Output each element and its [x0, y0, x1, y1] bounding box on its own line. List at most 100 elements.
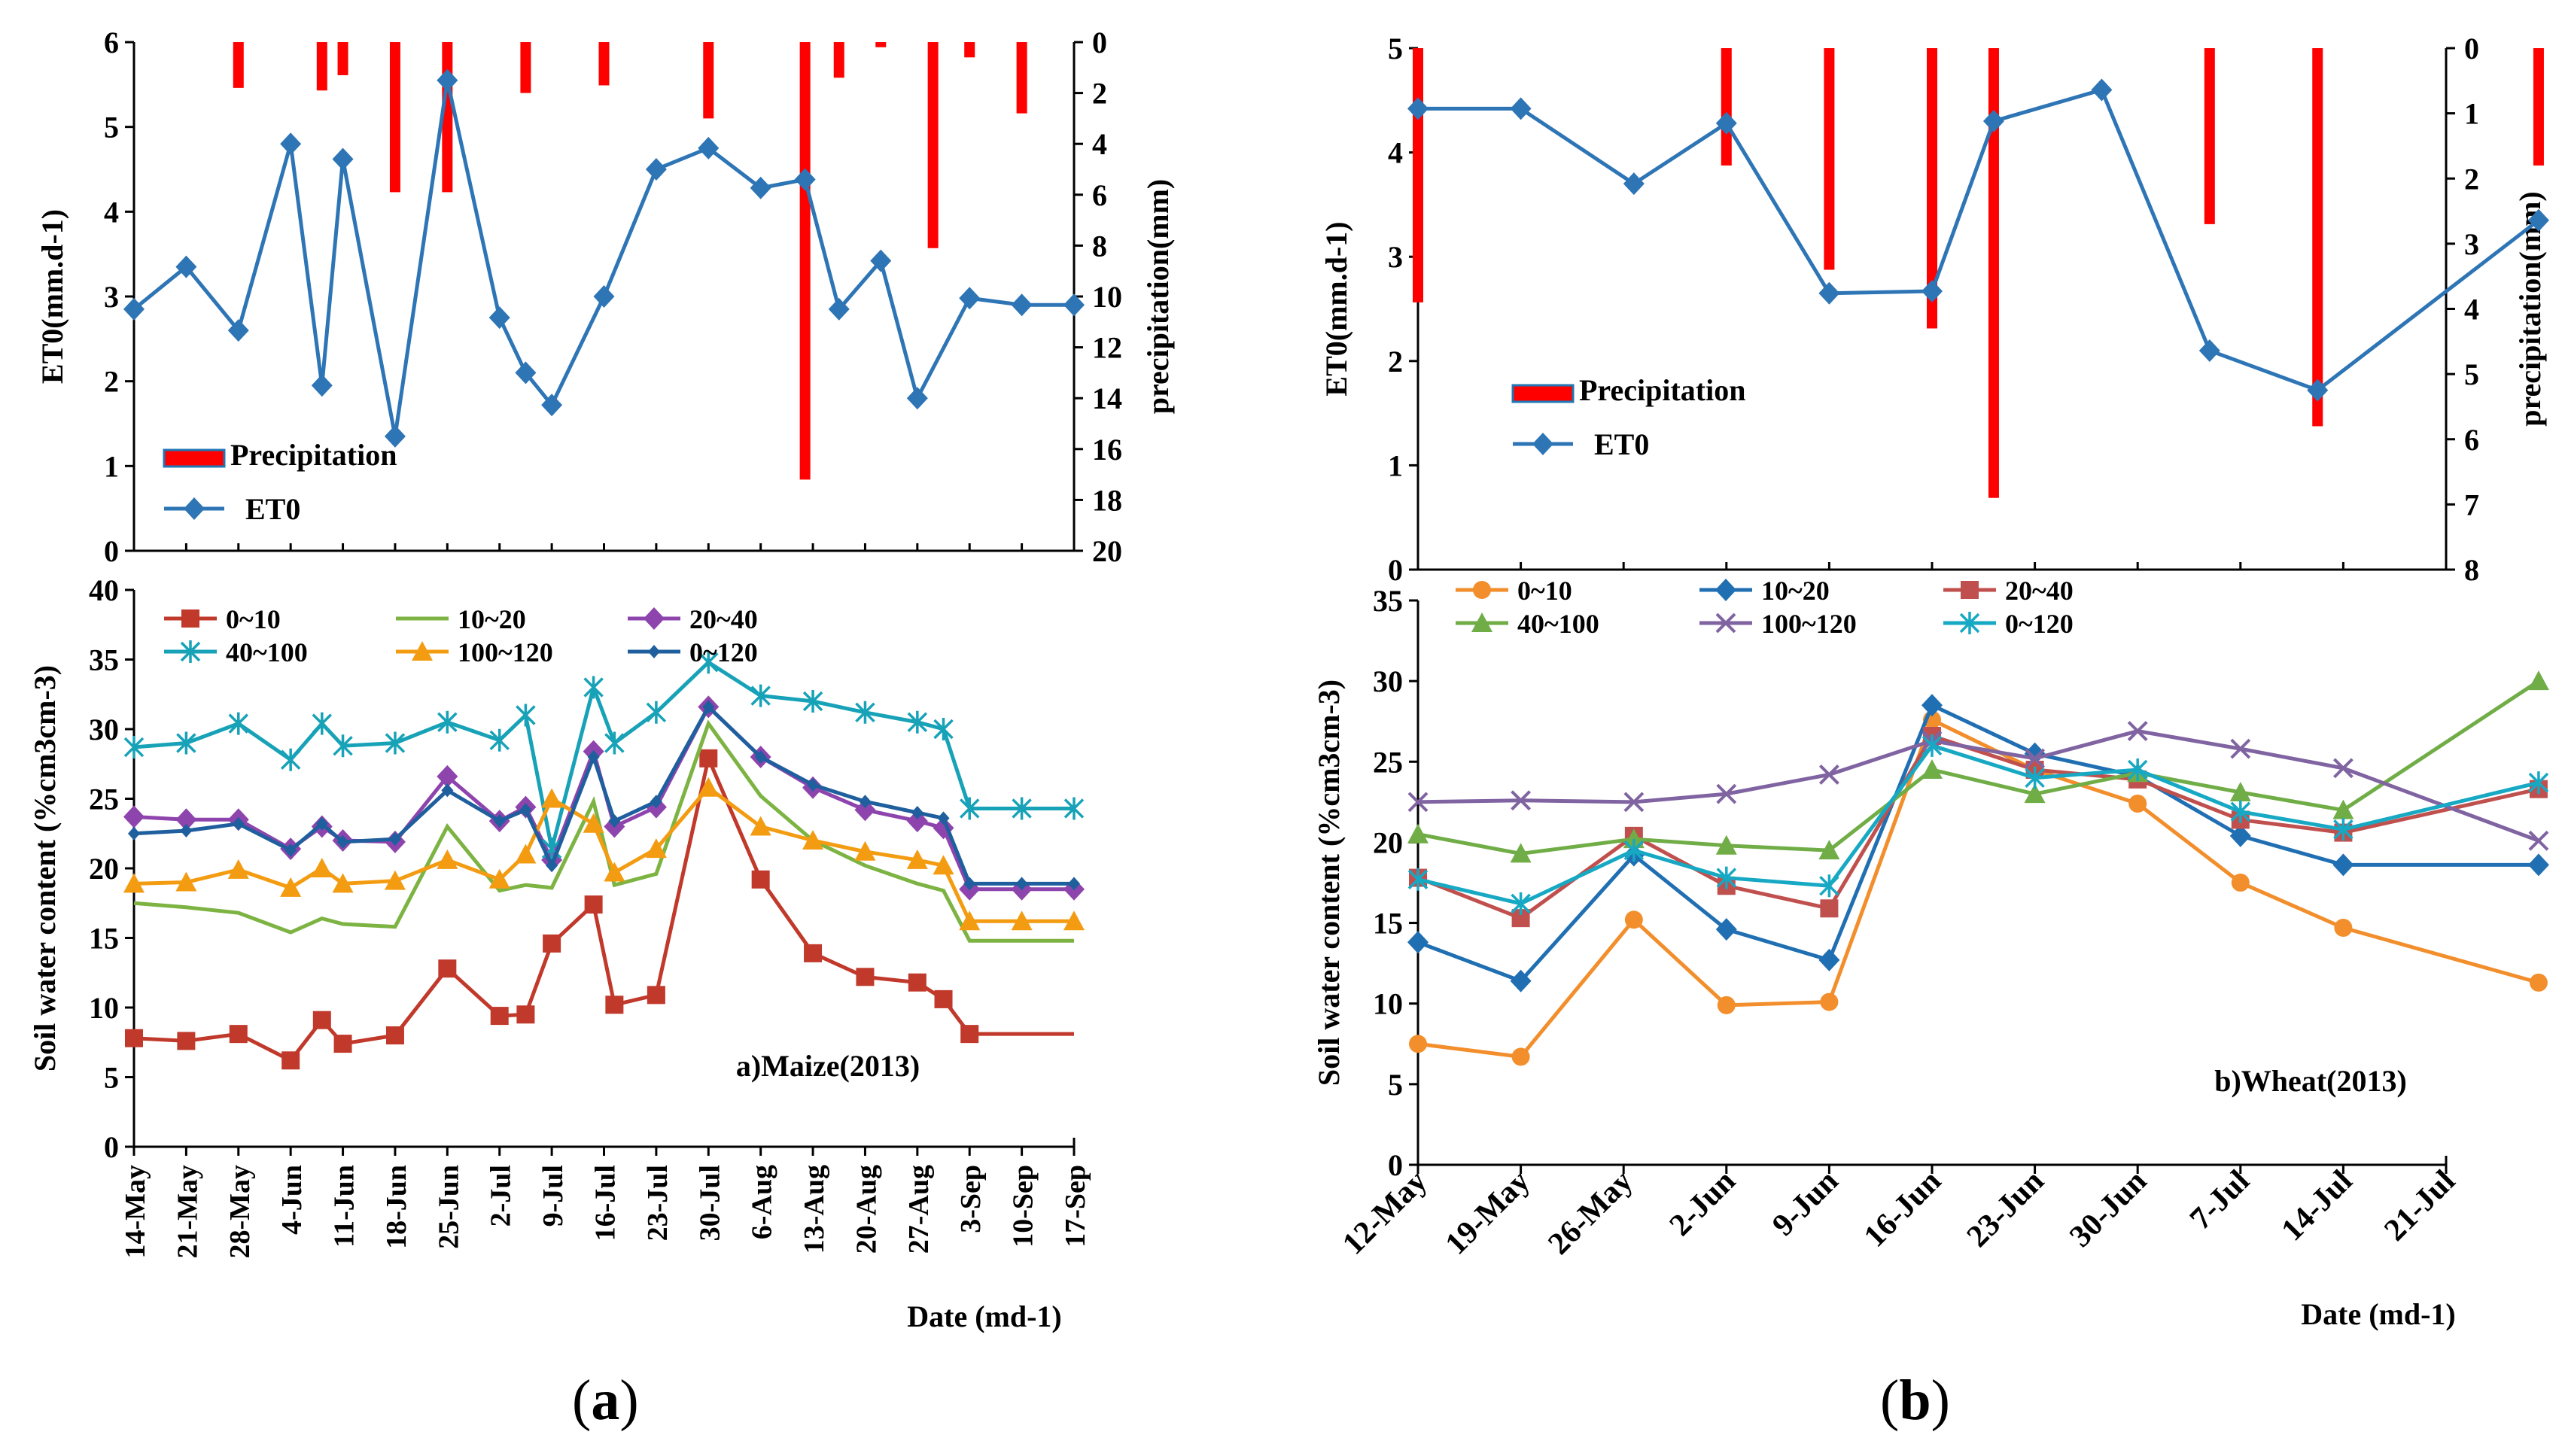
series-line-10~20: [133, 719, 1074, 943]
et0-point: [2527, 208, 2549, 232]
series-point-40~100: [516, 704, 536, 727]
y-right-tick-label: 10: [1092, 280, 1122, 314]
et0-point: [1982, 110, 2004, 133]
series-point-40~100: [1818, 840, 1840, 860]
precip-bar: [703, 42, 714, 119]
x-tick-label: 16-Jul: [590, 1165, 622, 1241]
precip-bar: [520, 42, 531, 93]
y-right-tick-label: 1: [2464, 97, 2479, 131]
y-right-tick-label: 4: [1092, 127, 1107, 161]
series-point-40~100: [489, 728, 510, 752]
series-point-0~120: [2025, 766, 2045, 789]
series-point-0~10: [1820, 992, 1839, 1011]
et0-point: [828, 297, 850, 321]
series-point-100~120: [854, 840, 876, 861]
y-right-tick-label: 2: [2464, 162, 2479, 196]
legend-et0-label: ET0: [245, 492, 300, 526]
series-point-40~100: [1715, 834, 1737, 855]
et0-point: [593, 285, 615, 308]
precip-bar: [2312, 48, 2323, 427]
x-tick-label: 27-Aug: [903, 1165, 935, 1254]
legend-marker-40~100: [1471, 612, 1492, 632]
series-point-100~120: [175, 871, 197, 892]
series-point-0~120: [441, 783, 454, 798]
legend-label-0~10: 0~10: [1517, 576, 1572, 606]
series-point-100~120: [488, 868, 510, 889]
y-right-tick-label: 16: [1092, 433, 1122, 467]
y-tick-label: 10: [1373, 987, 1403, 1021]
legend-marker-0~120: [1959, 612, 1980, 634]
series-point-40~100: [385, 731, 406, 755]
y-right-tick-label: 8: [1092, 229, 1107, 263]
precip-bar: [799, 42, 811, 480]
series-point-100~120: [2230, 738, 2251, 759]
series-point-10~20: [1921, 694, 1943, 717]
legend-et0-marker: [1532, 433, 1553, 455]
y-right-tick-label: 6: [2464, 423, 2479, 457]
series-point-0~10: [1624, 910, 1643, 929]
maize-soil-water-chart: 0 5 10 15 20 25 30 35 40 14-May 21-May 28-May 4-Jun 1…: [28, 573, 1091, 1333]
series-point-0~10: [312, 1011, 331, 1029]
x-tick-label: 4-Jun: [276, 1165, 308, 1235]
y-tick-label: 10: [89, 991, 119, 1025]
series-point-40~100: [2229, 782, 2251, 801]
x-tick-label: 30-Jul: [694, 1165, 726, 1241]
series-point-40~100: [2527, 670, 2549, 691]
series-point-0~120: [284, 843, 297, 857]
x-tick-label: 3-Sep: [955, 1165, 987, 1233]
legend-label-40~100: 40~100: [1517, 609, 1599, 639]
y-right-tick-label: 5: [2464, 357, 2479, 391]
series-line-100~120: [133, 785, 1074, 923]
series-point-0~120: [859, 795, 872, 809]
y-tick-label: 5: [1388, 32, 1403, 65]
legend-et0-marker: [184, 497, 205, 520]
series-point-0~120: [1015, 877, 1028, 891]
series-point-100~120: [698, 777, 720, 797]
series-point-40~100: [802, 690, 823, 713]
series-point-0~120: [315, 816, 328, 831]
y-tick-label: 25: [1373, 745, 1403, 779]
series-point-0~120: [587, 750, 600, 764]
y-tick-label: 0: [104, 534, 119, 568]
x-tick-label: 23-Jul: [642, 1165, 674, 1241]
series-point-100~120: [2127, 721, 2148, 741]
series-point-0~120: [911, 806, 923, 819]
x-tick-label: 13-Aug: [799, 1165, 830, 1254]
series-point-0~10: [2231, 874, 2250, 892]
y-right-tick-label: 0: [2464, 32, 2479, 65]
series-point-100~120: [123, 873, 145, 893]
series-point-0~120: [608, 814, 621, 828]
legend-label-100~120: 100~120: [1761, 609, 1857, 639]
et0-point: [1623, 172, 1645, 196]
series-point-0~10: [647, 986, 665, 1005]
legend-precip-swatch: [1511, 384, 1575, 403]
series-point-40~100: [855, 701, 875, 724]
series-point-0~10: [908, 973, 927, 992]
y-right-tick-label: 4: [2464, 293, 2479, 327]
y-tick-label: 40: [89, 573, 119, 607]
legend-label-0~10: 0~10: [226, 604, 281, 634]
legend-marker-40~100: [180, 640, 201, 663]
legend-label-20~40: 20~40: [2005, 576, 2074, 606]
series-point-40~100: [646, 701, 667, 724]
series-line-40~100: [133, 660, 1074, 850]
y-tick-label: 5: [104, 1061, 119, 1095]
legend-label-10~20: 10~20: [458, 604, 526, 634]
precip-bar: [337, 42, 348, 75]
caption-b: (b): [1880, 1369, 1950, 1432]
legend-marker-20~40: [644, 607, 665, 630]
series-point-40~100: [228, 712, 249, 735]
series-point-100~120: [802, 830, 824, 850]
x-tick-label: 9-Jun: [1766, 1164, 1845, 1243]
y-right-tick-label: 7: [2464, 488, 2479, 521]
legend-marker-100~120: [1715, 612, 1736, 634]
precip-bar: [233, 42, 244, 88]
legend-precip-label: Precipitation: [1579, 373, 1745, 407]
series-point-0~10: [751, 870, 770, 889]
et0-point: [698, 136, 720, 160]
et0-point: [1818, 281, 1840, 305]
series-point-40~100: [583, 676, 604, 699]
series-point-0~10: [1511, 1047, 1530, 1066]
series-point-100~120: [1818, 764, 1839, 785]
